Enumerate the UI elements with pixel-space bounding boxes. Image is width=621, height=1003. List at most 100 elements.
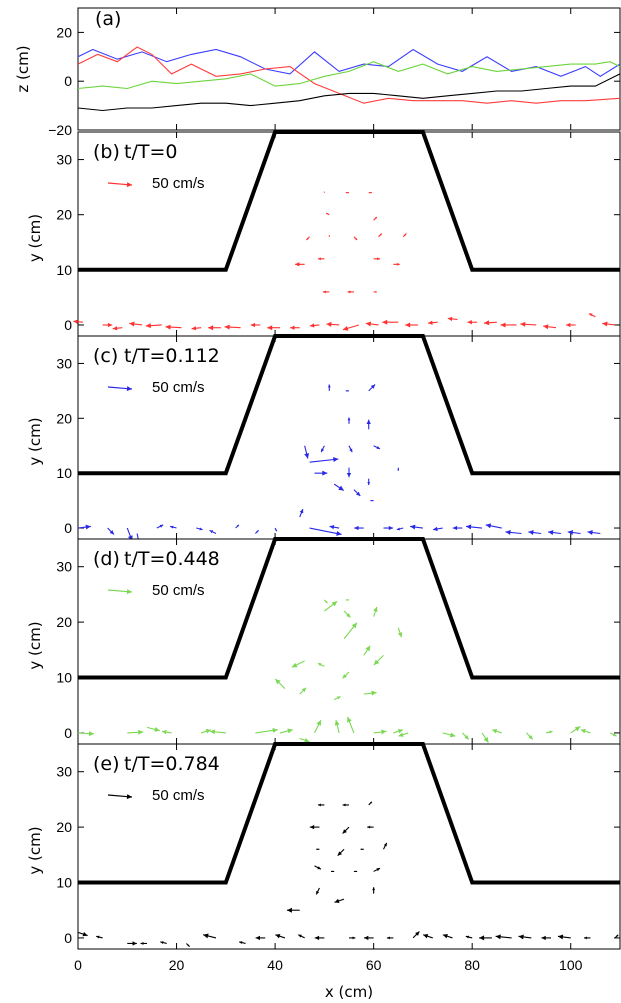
panel-e-velocity-vector [386,936,394,940]
panel-b-velocity-vector-head [543,324,549,330]
panel-d-velocity-vector [334,719,340,734]
panel-d-velocity-vector-head [464,734,469,740]
panel-c: 0 10 20 30 y (cm) (c) t/T=0.112 50 cm/s [26,334,621,550]
panel-c-velocity-vector [77,524,91,530]
panel-c-velocity-vector-head [329,524,335,530]
panel-b-velocity-vector [322,290,330,294]
panel-b-velocity-vector-head [428,320,433,325]
panel-d-velocity-vector [373,606,378,617]
panel-d-velocity-vector-head [483,736,489,743]
panel-b-velocity-vector [112,326,123,331]
panel-e-velocity-vector [309,824,320,830]
panel-b-velocity-vector [305,236,310,241]
panel-e-velocity-vector-head [316,890,320,895]
panel-b-velocity-vector [520,321,537,327]
panel-b-velocity-vector-head [309,323,315,328]
panel-b-velocity-vector [102,322,113,328]
panel-e-velocity-vector [314,865,322,870]
panel-d-velocity-vector [343,610,351,618]
panel-e-velocity-vector [140,942,147,945]
panel-d-velocity-vector [279,728,293,734]
panel-d-ytick-label: 10 [56,670,72,686]
panel-d-velocity-vector [373,729,387,735]
panel-b-velocity-vector [353,236,358,241]
panel-c-velocity-vector [345,390,349,392]
panel-e-velocity-vector [127,941,137,946]
x-tick-label: 0 [74,957,82,973]
panel-c-ytick-label: 30 [56,355,72,371]
panel-c-velocity-vector-head [466,524,472,530]
panel-e-velocity-vector [422,933,433,939]
panel-d-velocity-vector-head [397,728,403,734]
panel-d-velocity-vector [209,729,226,735]
panel-d-velocity-vector [324,600,338,612]
panel-a: −20 0 20 (a) z (cm) [14,7,621,138]
panel-d-velocity-vector [461,732,470,740]
panel-b-velocity-vector-head [267,325,273,331]
x-tick-label: 100 [559,957,583,973]
panel-d-velocity-vector-head [580,728,586,734]
panel-a-series-line-1 [78,48,620,77]
panel-d-velocity-vector-head [291,662,298,668]
panel-a-ytick-label: −20 [48,122,72,138]
panel-b-tag: (b) [93,141,120,163]
panel-d-velocity-vector-head [301,687,307,693]
panel-e-ytick-label: 20 [56,819,72,835]
panel-b-velocity-vector-head [467,320,472,325]
panel-e-ytick-label: 30 [56,764,72,780]
panel-b-velocity-vector-head [347,290,351,294]
panel-e-velocity-vector-head [275,933,281,939]
panel-a-series-line-4 [78,73,620,112]
panel-c-velocity-vector-head [333,457,339,463]
panel-e-ytick-label: 10 [56,875,72,891]
panel-b-velocity-vector-head [447,316,453,322]
panel-c-velocity-vector-head [338,485,344,491]
panel-e-velocity-vector-head [423,933,429,939]
panel-d-velocity-vector-head [373,606,378,613]
panel-e-velocity-vector [77,931,88,937]
panel-c-velocity-vector-head [485,523,492,529]
panel-c-vectors [77,384,601,550]
panel-b-velocity-vector-head [107,322,113,328]
panel-b-velocity-vector-head [290,325,295,330]
panel-d-velocity-vector [345,599,349,601]
panel-e-velocity-vector-head [132,941,137,946]
panel-c-velocity-vector [505,529,522,535]
panel-b: 0 10 20 30 y (cm) (b) t/T=0 50 cm/s [26,130,621,337]
panel-b-vectors [73,191,616,331]
panel-b-velocity-vector [373,216,378,221]
panel-e-velocity-vector-head [415,931,420,936]
panel-d-velocity-vector-head [574,726,581,732]
panel-d-velocity-vector-head [316,720,321,726]
panel-c-velocity-vector [299,508,304,518]
panel-e-velocity-vector-head [376,868,381,872]
panel-d-velocity-vector-head [345,599,348,601]
panel-e-velocity-vector-head [239,941,243,945]
panel-c-time: t/T=0.112 [124,345,220,367]
panel-e-velocity-vector [286,907,300,913]
panel-b-velocity-vector-head [602,321,608,327]
panel-e-velocity-vector [314,935,325,941]
panel-c-velocity-vector-head [85,524,91,530]
panel-d-legend-arrow [107,589,133,595]
panel-e-velocity-vector-head [187,944,190,947]
panel-e-velocity-vector-head [342,829,347,834]
vector-panels: 0 10 20 30 y (cm) (b) t/T=0 50 cm/s 0 10 20 30 y (cm… [26,130,621,973]
panel-c-velocity-vector [209,529,217,535]
panel-e-velocity-vector [238,941,246,945]
panel-c-velocity-vector [373,445,381,450]
panel-d-velocity-vector [323,599,328,604]
panel-c-velocity-vector [347,417,351,424]
panel-c-velocity-vector-head [256,530,259,533]
panel-b-velocity-vector [543,324,557,330]
panel-c-velocity-vector [397,467,399,471]
panel-d-velocity-vector-head [347,716,352,723]
panel-c-velocity-vector-head [199,527,203,531]
panel-b-velocity-vector [342,324,360,331]
panel-b-velocity-vector [328,235,330,237]
panel-c-velocity-vector [348,445,353,453]
panel-d-velocity-vector [343,622,358,640]
panel-e-bathymetry [78,742,620,885]
panel-e-legend-arrow [107,794,133,800]
panel-d-velocity-vector [363,645,371,656]
